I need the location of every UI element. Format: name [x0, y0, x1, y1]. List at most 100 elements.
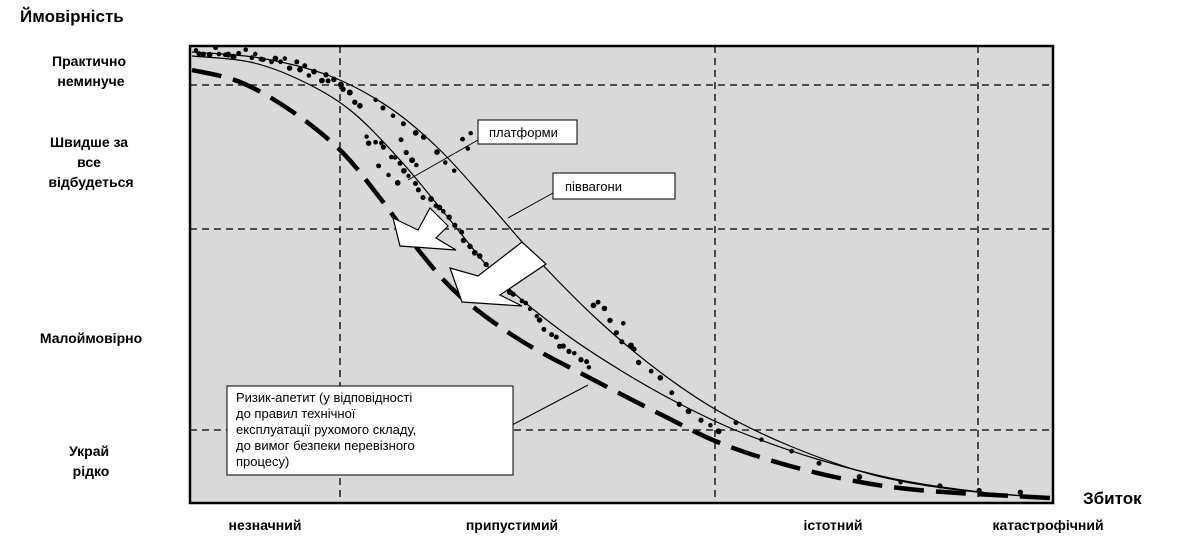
risk-appetite-line: до правил технічної	[236, 406, 356, 421]
data-point	[380, 105, 386, 111]
data-point	[213, 46, 219, 51]
x-category-label: незначний	[229, 517, 302, 533]
data-point	[272, 55, 279, 62]
data-point	[319, 77, 325, 84]
data-point	[898, 479, 903, 485]
data-point	[386, 172, 391, 178]
data-point	[631, 346, 637, 352]
data-point	[249, 55, 255, 61]
platforms-callout-label: платформи	[489, 125, 558, 140]
data-point	[440, 209, 446, 214]
data-point	[420, 194, 426, 201]
data-point	[406, 173, 411, 179]
data-point	[376, 163, 382, 169]
data-point	[443, 160, 448, 165]
data-points	[193, 46, 1023, 495]
data-point	[302, 63, 308, 69]
data-point	[216, 51, 222, 57]
data-point	[523, 300, 529, 306]
data-point	[286, 65, 293, 71]
data-point	[346, 89, 353, 96]
data-point	[380, 144, 386, 150]
data-point	[534, 313, 540, 319]
data-point	[468, 130, 473, 136]
data-point	[937, 483, 943, 489]
data-point	[294, 59, 300, 65]
data-point	[282, 56, 288, 61]
data-point	[373, 139, 378, 145]
risk-appetite-callout-box	[226, 385, 514, 476]
data-point	[601, 305, 608, 312]
data-point	[401, 167, 407, 174]
data-point	[635, 359, 642, 366]
x-category-label: припустимий	[466, 517, 558, 533]
data-point	[648, 368, 654, 374]
data-point	[572, 350, 577, 356]
data-point	[225, 51, 232, 58]
x-category-label: істотний	[803, 517, 862, 533]
data-point	[759, 437, 764, 442]
data-point	[460, 237, 467, 244]
data-point	[669, 390, 675, 396]
data-point	[541, 326, 547, 332]
data-point	[412, 129, 419, 136]
data-point	[620, 320, 626, 326]
data-point	[566, 348, 572, 355]
data-point	[976, 487, 982, 494]
data-point	[397, 160, 403, 166]
data-point	[230, 53, 237, 60]
data-point	[1017, 489, 1023, 495]
data-point	[733, 419, 739, 426]
data-point	[789, 448, 794, 454]
halfwagons-curve	[191, 51, 1051, 499]
data-point	[306, 73, 312, 78]
data-point	[337, 81, 344, 88]
data-point	[260, 57, 266, 62]
data-point	[340, 86, 346, 92]
data-point	[607, 317, 613, 324]
x-category-label: катастрофічний	[992, 517, 1103, 533]
data-point	[436, 204, 443, 211]
data-point	[483, 261, 489, 268]
data-point	[236, 50, 242, 57]
data-point	[243, 47, 249, 53]
data-point	[476, 253, 483, 259]
y-category-label: Украй рідко	[69, 443, 113, 479]
data-point	[206, 51, 213, 58]
risk-appetite-leader-line	[511, 384, 589, 426]
y-category-label: Практично неминуче	[52, 53, 130, 89]
risk-appetite-line: Ризик-апетит (у відповідності	[236, 390, 412, 405]
data-point	[394, 180, 401, 186]
data-point	[590, 302, 597, 309]
gridlines	[190, 46, 1053, 503]
risk-appetite-curve	[191, 67, 1051, 501]
data-point	[856, 474, 863, 480]
data-point	[657, 375, 664, 381]
risk-appetite-line: експлуатації рухомого складу,	[236, 422, 416, 437]
data-point	[278, 59, 283, 65]
halfwagons-callout-box	[552, 172, 676, 200]
data-point	[388, 154, 394, 160]
data-point	[715, 428, 722, 435]
data-point	[392, 154, 398, 160]
data-point	[816, 460, 822, 466]
shift-arrow-left	[392, 207, 457, 251]
data-point	[403, 149, 409, 156]
platforms-leader-line	[407, 139, 479, 181]
data-point	[409, 157, 416, 164]
halfwagons-leader-line	[507, 192, 554, 219]
data-point	[578, 357, 584, 363]
data-point	[415, 187, 421, 193]
data-point	[297, 66, 303, 73]
data-point	[414, 162, 419, 168]
data-point	[373, 97, 378, 103]
data-point	[323, 72, 329, 78]
x-axis-title: Збиток	[1083, 489, 1142, 508]
y-axis-title: Ймовірність	[20, 7, 124, 26]
data-point	[252, 51, 258, 57]
data-point	[613, 330, 620, 336]
data-point	[510, 291, 516, 297]
risk-appetite-line: до вимог безпеки перевізного	[236, 438, 415, 453]
data-point	[420, 134, 427, 140]
